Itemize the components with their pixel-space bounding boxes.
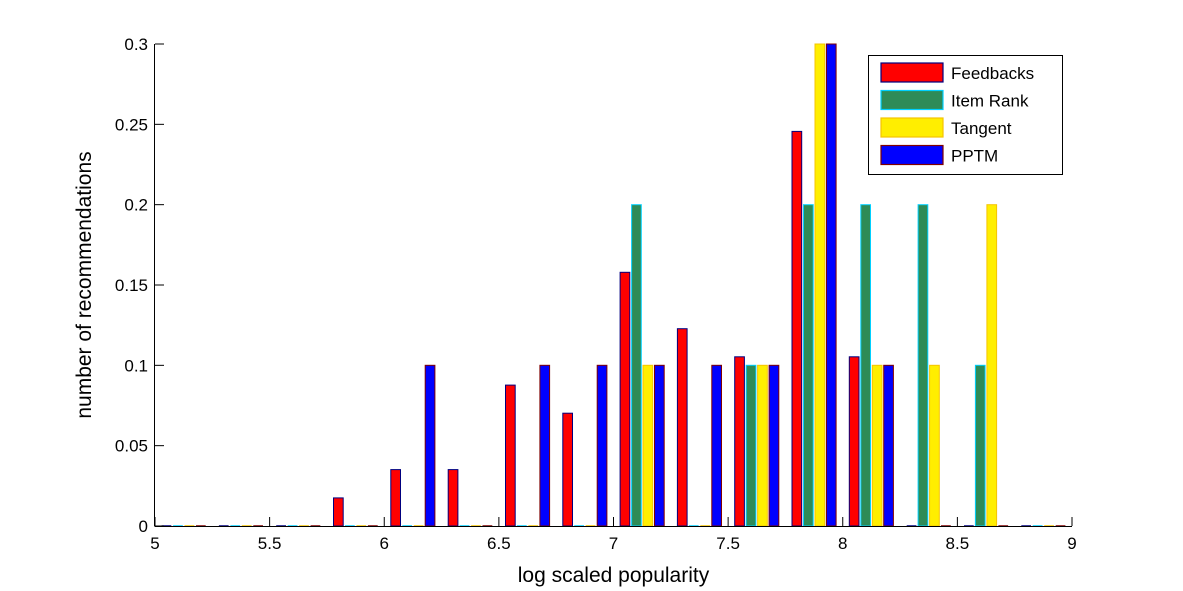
bar-pptm bbox=[424, 364, 436, 527]
x-tick-label: 8.5 bbox=[946, 534, 970, 553]
bar-pptm bbox=[654, 364, 665, 527]
x-tick-label: 7.5 bbox=[716, 534, 740, 553]
bar-feedbacks bbox=[505, 384, 516, 527]
legend-swatch-pptm bbox=[880, 144, 944, 166]
y-tick-label: 0.25 bbox=[115, 115, 148, 134]
bar-tangent bbox=[642, 364, 654, 527]
bar-item-rank bbox=[860, 204, 871, 527]
y-tick-label: 0.1 bbox=[124, 356, 148, 375]
y-tick-label: 0 bbox=[139, 517, 148, 536]
x-tick-label: 5 bbox=[150, 534, 159, 553]
bar-feedbacks bbox=[791, 130, 803, 527]
bar-feedbacks bbox=[390, 469, 401, 527]
x-tick-label: 5.5 bbox=[258, 534, 282, 553]
bar-feedbacks bbox=[447, 469, 459, 527]
y-tick-label: 0.15 bbox=[115, 276, 148, 295]
bar-tangent bbox=[814, 43, 826, 527]
legend-label: Tangent bbox=[951, 119, 1012, 138]
bar-item-rank bbox=[803, 204, 814, 527]
bar-feedbacks bbox=[848, 356, 860, 527]
bar-pptm bbox=[768, 364, 780, 527]
legend-label: Feedbacks bbox=[951, 64, 1034, 83]
legend-swatch-feedbacks bbox=[880, 62, 944, 83]
legend-swatch-item-rank bbox=[880, 89, 944, 111]
bar-tangent bbox=[757, 364, 768, 527]
bar-pptm bbox=[711, 364, 722, 527]
legend-label: PPTM bbox=[951, 147, 998, 166]
bars-layer bbox=[161, 43, 1066, 527]
bar-pptm bbox=[825, 43, 837, 527]
y-tick-label: 0.2 bbox=[124, 196, 148, 215]
bar-item-rank bbox=[745, 364, 757, 527]
x-axis-title: log scaled popularity bbox=[518, 564, 710, 587]
x-tick-label: 8 bbox=[838, 534, 847, 553]
bar-tangent bbox=[929, 364, 940, 527]
bar-feedbacks bbox=[562, 412, 573, 527]
axes: 5 5.5 6 6.5 7 7.5 8 8.5 9 0 0.05 0.1 0.15 0.2 0.25 0.3 bbox=[115, 35, 1077, 553]
bar-item-rank bbox=[917, 204, 929, 527]
legend: Feedbacks Item Rank Tangent PPTM bbox=[868, 55, 1063, 175]
y-tick-label: 0.05 bbox=[115, 437, 148, 456]
bar-feedbacks bbox=[333, 497, 344, 527]
y-axis-title: number of recommendations bbox=[73, 151, 96, 418]
bar-pptm bbox=[596, 364, 608, 527]
bar-feedbacks bbox=[676, 328, 688, 527]
bar-item-rank bbox=[974, 364, 986, 527]
x-tick-label: 9 bbox=[1067, 534, 1076, 553]
x-tick-label: 7 bbox=[609, 534, 618, 553]
bar-feedbacks bbox=[619, 271, 631, 527]
bar-item-rank bbox=[631, 204, 642, 527]
y-ticks: 0 0.05 0.1 0.15 0.2 0.25 0.3 bbox=[115, 35, 164, 536]
legend-label: Item Rank bbox=[951, 92, 1029, 111]
x-ticks: 5 5.5 6 6.5 7 7.5 8 8.5 9 bbox=[150, 517, 1077, 553]
bar-feedbacks bbox=[734, 356, 745, 527]
bar-tangent bbox=[986, 204, 998, 527]
x-tick-label: 6 bbox=[380, 534, 389, 553]
bar-pptm bbox=[883, 364, 894, 527]
y-tick-label: 0.3 bbox=[124, 35, 148, 54]
bar-tangent bbox=[871, 364, 883, 527]
bar-pptm bbox=[539, 364, 551, 527]
x-tick-label: 6.5 bbox=[487, 534, 511, 553]
legend-swatch-tangent bbox=[880, 117, 944, 138]
